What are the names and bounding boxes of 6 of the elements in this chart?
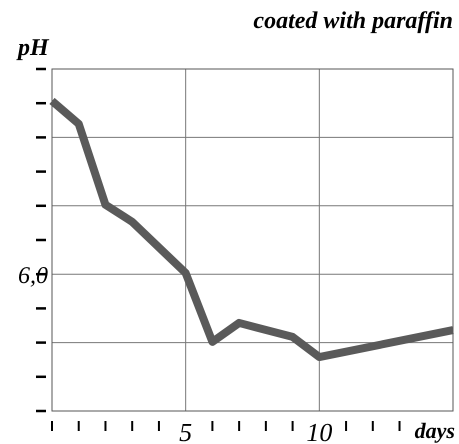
chart-title: coated with paraffin <box>253 8 453 34</box>
text: 6,0 <box>18 263 48 290</box>
x-axis-title: days <box>414 418 455 443</box>
y-axis-title: pH <box>16 35 50 61</box>
x-tick-label: 5 <box>179 418 192 444</box>
x-tick-label: 10 <box>306 418 332 444</box>
